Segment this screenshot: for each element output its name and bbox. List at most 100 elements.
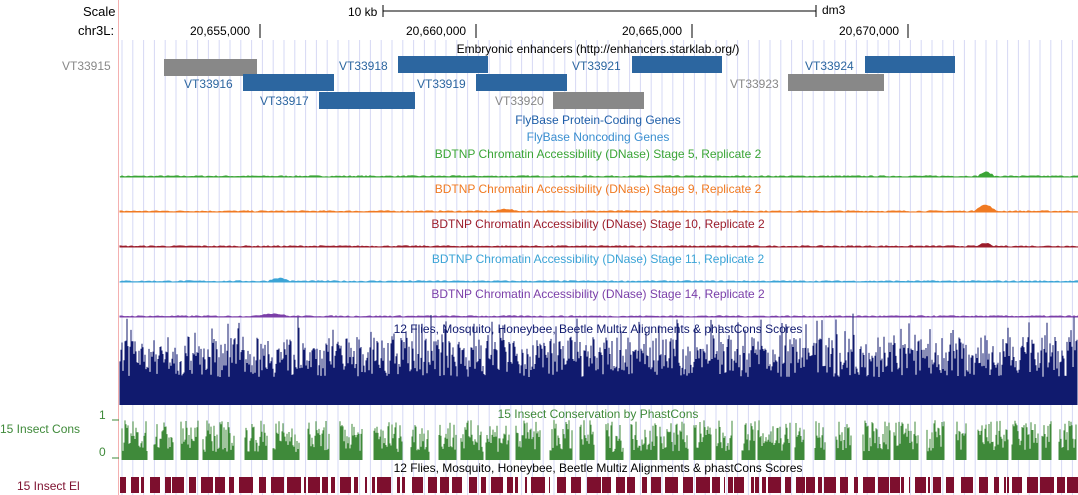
conserved-element — [796, 477, 805, 493]
conserved-element — [331, 477, 335, 493]
enhancer-bar-vt33921 — [632, 56, 722, 73]
enhancer-label-vt33918[interactable]: VT33918 — [339, 59, 388, 73]
conserved-element — [340, 477, 351, 493]
insect-cons-title[interactable]: 15 Insect Conservation by PhastCons — [497, 407, 699, 421]
enhancer-bar-vt33920 — [553, 92, 644, 109]
conserved-element — [372, 477, 375, 493]
conserved-element — [901, 477, 904, 493]
enhancer-label-vt33915[interactable]: VT33915 — [62, 59, 111, 73]
conserved-element — [481, 477, 486, 493]
insect-cons-max-label: 1 — [99, 408, 106, 422]
conserved-element — [120, 477, 126, 493]
enhancer-label-vt33924[interactable]: VT33924 — [805, 59, 854, 73]
conserved-element — [863, 477, 875, 493]
conserved-element — [271, 477, 284, 493]
enhancer-bar-vt33917 — [319, 92, 415, 109]
conserved-element — [818, 477, 822, 493]
enhancer-label-vt33923[interactable]: VT33923 — [730, 77, 779, 91]
enhancer-bar-vt33915 — [164, 59, 257, 76]
conserved-element — [229, 477, 234, 493]
conserved-element — [1007, 477, 1009, 493]
conserved-element — [751, 477, 754, 493]
conserved-element — [755, 477, 759, 493]
conserved-element — [933, 477, 941, 493]
conserved-element — [785, 477, 791, 493]
flybase-noncoding-title[interactable]: FlyBase Noncoding Genes — [526, 130, 670, 144]
insect-cons-side-label[interactable]: 15 Insect Cons — [0, 422, 81, 436]
scale-label: Scale — [83, 4, 116, 19]
conserved-element — [961, 477, 973, 493]
conserved-element — [1057, 477, 1065, 493]
conserved-element — [1040, 477, 1054, 493]
enhancer-bar-vt33919 — [476, 74, 567, 91]
position-label-4: 20,670,000 — [839, 24, 900, 38]
conserved-element — [525, 477, 527, 493]
conserved-element — [172, 477, 184, 493]
conserved-element — [928, 477, 930, 493]
assembly-label: dm3 — [822, 3, 846, 17]
conserved-element — [259, 477, 266, 493]
conserved-element — [452, 477, 462, 493]
conserved-element — [397, 477, 400, 493]
conserved-element — [890, 477, 900, 493]
conserved-element — [150, 477, 160, 493]
conserved-element — [642, 477, 647, 493]
enhancer-label-vt33919[interactable]: VT33919 — [417, 77, 466, 91]
enhancer-label-vt33921[interactable]: VT33921 — [572, 59, 621, 73]
conserved-element — [412, 477, 423, 493]
conserved-element — [201, 477, 213, 493]
dnase-stage5-title[interactable]: BDTNP Chromatin Accessibility (DNase) St… — [434, 147, 762, 161]
enhancer-label-vt33920[interactable]: VT33920 — [495, 94, 544, 108]
conserved-element — [946, 477, 954, 493]
conserved-element — [665, 477, 678, 493]
flybase-coding-title[interactable]: FlyBase Protein-Coding Genes — [515, 113, 681, 127]
enhancer-label-vt33916[interactable]: VT33916 — [184, 77, 233, 91]
enhancer-bar-vt33916 — [243, 74, 334, 91]
conserved-element — [1012, 477, 1022, 493]
dnase-stage10-title[interactable]: BDTNP Chromatin Accessibility (DNase) St… — [431, 217, 765, 231]
conserved-element — [1067, 477, 1078, 493]
conserved-element — [712, 477, 720, 493]
conserved-element — [1027, 477, 1038, 493]
conserved-element — [683, 477, 693, 493]
conserved-element — [365, 477, 367, 493]
conserved-element — [627, 477, 635, 493]
dnase-stage9-title[interactable]: BDTNP Chromatin Accessibility (DNase) St… — [434, 182, 762, 196]
insect-cons-min-label: 0 — [99, 445, 106, 459]
dnase-signal-4 — [119, 277, 1078, 283]
enhancers-track-title[interactable]: Embryonic enhancers (http://enhancers.st… — [456, 42, 740, 56]
conserved-element — [377, 477, 391, 493]
dnase-stage14-title[interactable]: BDTNP Chromatin Accessibility (DNase) St… — [431, 287, 765, 301]
conserved-element — [287, 477, 301, 493]
conserved-element — [734, 477, 744, 493]
dnase-signal-5 — [119, 313, 1078, 318]
multiz-title[interactable]: 12 Flies, Mosquito, Honeybee, Beetle Mul… — [393, 322, 803, 336]
conserved-element — [189, 477, 196, 493]
conserved-element — [696, 477, 710, 493]
conserved-element — [215, 477, 225, 493]
conserved-element — [402, 477, 405, 493]
enhancer-bar-vt33918 — [398, 56, 488, 73]
conserved-element — [308, 477, 320, 493]
enhancer-label-vt33917[interactable]: VT33917 — [260, 94, 309, 108]
conserved-element — [531, 477, 545, 493]
conserved-element — [515, 477, 518, 493]
enhancer-bar-vt33924 — [865, 56, 955, 73]
scale-bar-text: 10 kb — [348, 5, 378, 19]
browser-left-divider — [118, 0, 119, 495]
conserved-element — [571, 477, 581, 493]
conserved-element — [557, 477, 566, 493]
dnase-stage11-title[interactable]: BDTNP Chromatin Accessibility (DNase) St… — [431, 252, 765, 266]
conserved-element — [768, 477, 781, 493]
conserved-element — [304, 477, 306, 493]
conserved-element — [549, 477, 550, 493]
conserved-element — [824, 477, 836, 493]
insect-elements-side-label[interactable]: 15 Insect El — [17, 479, 80, 493]
insect-elements-title[interactable]: 12 Flies, Mosquito, Honeybee, Beetle Mul… — [393, 461, 803, 475]
conserved-element — [724, 477, 725, 493]
conserved-element — [616, 477, 625, 493]
conserved-element — [651, 477, 661, 493]
dnase-signal-3 — [119, 242, 1078, 248]
conserved-element — [491, 477, 503, 493]
